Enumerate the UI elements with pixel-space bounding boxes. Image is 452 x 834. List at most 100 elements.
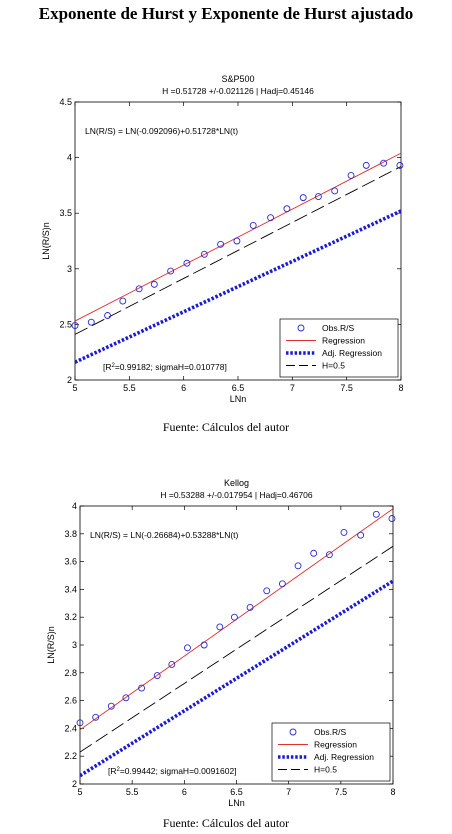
observed-point (167, 267, 175, 275)
source-note-1: Fuente: Cálculos del autor (162, 420, 290, 434)
series-layer (75, 152, 401, 364)
observed-point (76, 719, 84, 727)
legend-label: Regression (314, 740, 357, 750)
fit-statistics: [R2=0.99182; sigmaH=0.010778] (103, 362, 227, 372)
x-tick-label: 7 (290, 383, 295, 393)
page-heading: Exponente de Hurst y Exponente de Hurst … (38, 4, 414, 23)
legend-box (271, 722, 391, 782)
y-tick-label: 2.4 (64, 723, 77, 733)
observed-point (138, 684, 146, 692)
x-tick-label: 5.5 (126, 787, 139, 797)
legend-symbol-observed (289, 728, 297, 736)
x-tick-label: 7.5 (340, 383, 353, 393)
observed-point (104, 312, 112, 319)
observed-point (314, 193, 322, 200)
x-axis-label: LNn (228, 798, 245, 808)
y-tick-label: 4 (67, 153, 72, 163)
fit-statistics-sup: 2 (117, 767, 121, 773)
fit-statistics-suffix: =0.99182; sigmaH=0.010778] (115, 362, 227, 372)
observed-point (357, 531, 365, 539)
observed-point (200, 250, 208, 258)
observed-point (87, 318, 95, 326)
h-half-line (80, 545, 393, 753)
x-tick-label: 5 (72, 383, 77, 393)
observed-point (347, 171, 355, 179)
source-note-2: Fuente: Cálculos del autor (162, 816, 290, 830)
y-tick-label: 3.6 (64, 557, 77, 567)
regression-equation: LN(R/S) = LN(-0.092096)+0.51728*LN(t) (85, 126, 238, 136)
y-tick-label: 2 (67, 375, 72, 385)
legend-label: Adj. Regression (322, 348, 382, 358)
x-tick-label: 6 (181, 383, 186, 393)
observed-point (362, 161, 370, 169)
h-half-line (75, 166, 401, 335)
y-tick-label: 3.5 (59, 208, 72, 218)
legend-label: Obs.R/S (314, 727, 346, 737)
observed-point (230, 613, 238, 621)
fit-statistics-prefix: [R (103, 362, 112, 372)
x-tick-label: 6 (182, 787, 187, 797)
observed-point (310, 549, 318, 557)
x-tick-label: 8 (398, 383, 403, 393)
x-tick-label: 7 (286, 787, 291, 797)
observed-point (217, 240, 225, 248)
observed-point (153, 672, 161, 680)
x-tick-label: 5 (77, 787, 82, 797)
observed-point (246, 604, 254, 611)
observed-point (184, 644, 191, 652)
observed-point (380, 159, 388, 167)
observed-point (107, 702, 115, 710)
observed-point (233, 237, 241, 245)
fit-statistics-sup: 2 (112, 363, 116, 369)
legend-box (279, 318, 399, 378)
observed-point (200, 641, 208, 649)
y-tick-label: 2 (72, 779, 77, 789)
x-tick-label: 5.5 (123, 383, 136, 393)
observed-point (396, 161, 404, 169)
x-tick-label: 6.5 (232, 383, 245, 393)
chart-title: Kellog (224, 478, 249, 488)
y-tick-label: 3 (67, 264, 72, 274)
regression-line (75, 152, 401, 322)
x-axis-label: LNn (230, 394, 247, 404)
fit-statistics: [R2=0.99442; sigmaH=0.0091602] (108, 766, 237, 776)
observed-point (340, 528, 348, 536)
fit-statistics-prefix: [R (108, 766, 117, 776)
y-tick-label: 2.8 (64, 668, 77, 678)
y-tick-label: 4 (72, 501, 77, 511)
observed-point (325, 551, 333, 559)
observed-point (119, 297, 127, 305)
fit-statistics-suffix: =0.99442; sigmaH=0.0091602] (120, 766, 237, 776)
regression-equation: LN(R/S) = LN(-0.26684)+0.53288*LN(t) (90, 530, 239, 540)
y-tick-label: 2.5 (59, 319, 72, 329)
observed-point (278, 580, 286, 588)
x-tick-label: 6.5 (230, 787, 243, 797)
legend-label: Regression (322, 336, 365, 346)
legend-label: Obs.R/S (322, 323, 354, 333)
observed-point (267, 214, 275, 222)
x-tick-label: 7.5 (335, 787, 348, 797)
observed-point (249, 221, 257, 229)
adjusted-regression-line (80, 579, 393, 778)
legend-label: H=0.5 (314, 765, 337, 775)
observed-point (331, 187, 339, 195)
kellog-chart: Kellog H =0.53288 +/-0.017954 | Hadj=0.46… (46, 478, 396, 808)
chart-subtitle: H =0.51728 +/-0.021126 | Hadj=0.45146 (162, 86, 314, 96)
observed-point (122, 694, 130, 702)
y-axis-label: LN(R/S)n (46, 626, 56, 664)
legend-label: Adj. Regression (314, 752, 374, 762)
observed-point (92, 713, 100, 721)
observed-point (299, 194, 307, 202)
legend-label: H=0.5 (322, 361, 345, 371)
chart-subtitle: H =0.53288 +/-0.017954 | Hadj=0.46706 (160, 490, 313, 500)
y-tick-label: 3.4 (64, 584, 77, 594)
legend-symbol-observed (297, 324, 305, 332)
observed-point (150, 280, 158, 288)
y-tick-label: 4.5 (59, 97, 72, 107)
chart-title: S&P500 (221, 74, 254, 84)
observed-point (216, 623, 224, 631)
x-tick-label: 8 (390, 787, 395, 797)
observed-point (283, 205, 291, 213)
observed-point (388, 515, 396, 522)
observed-point (294, 562, 302, 570)
